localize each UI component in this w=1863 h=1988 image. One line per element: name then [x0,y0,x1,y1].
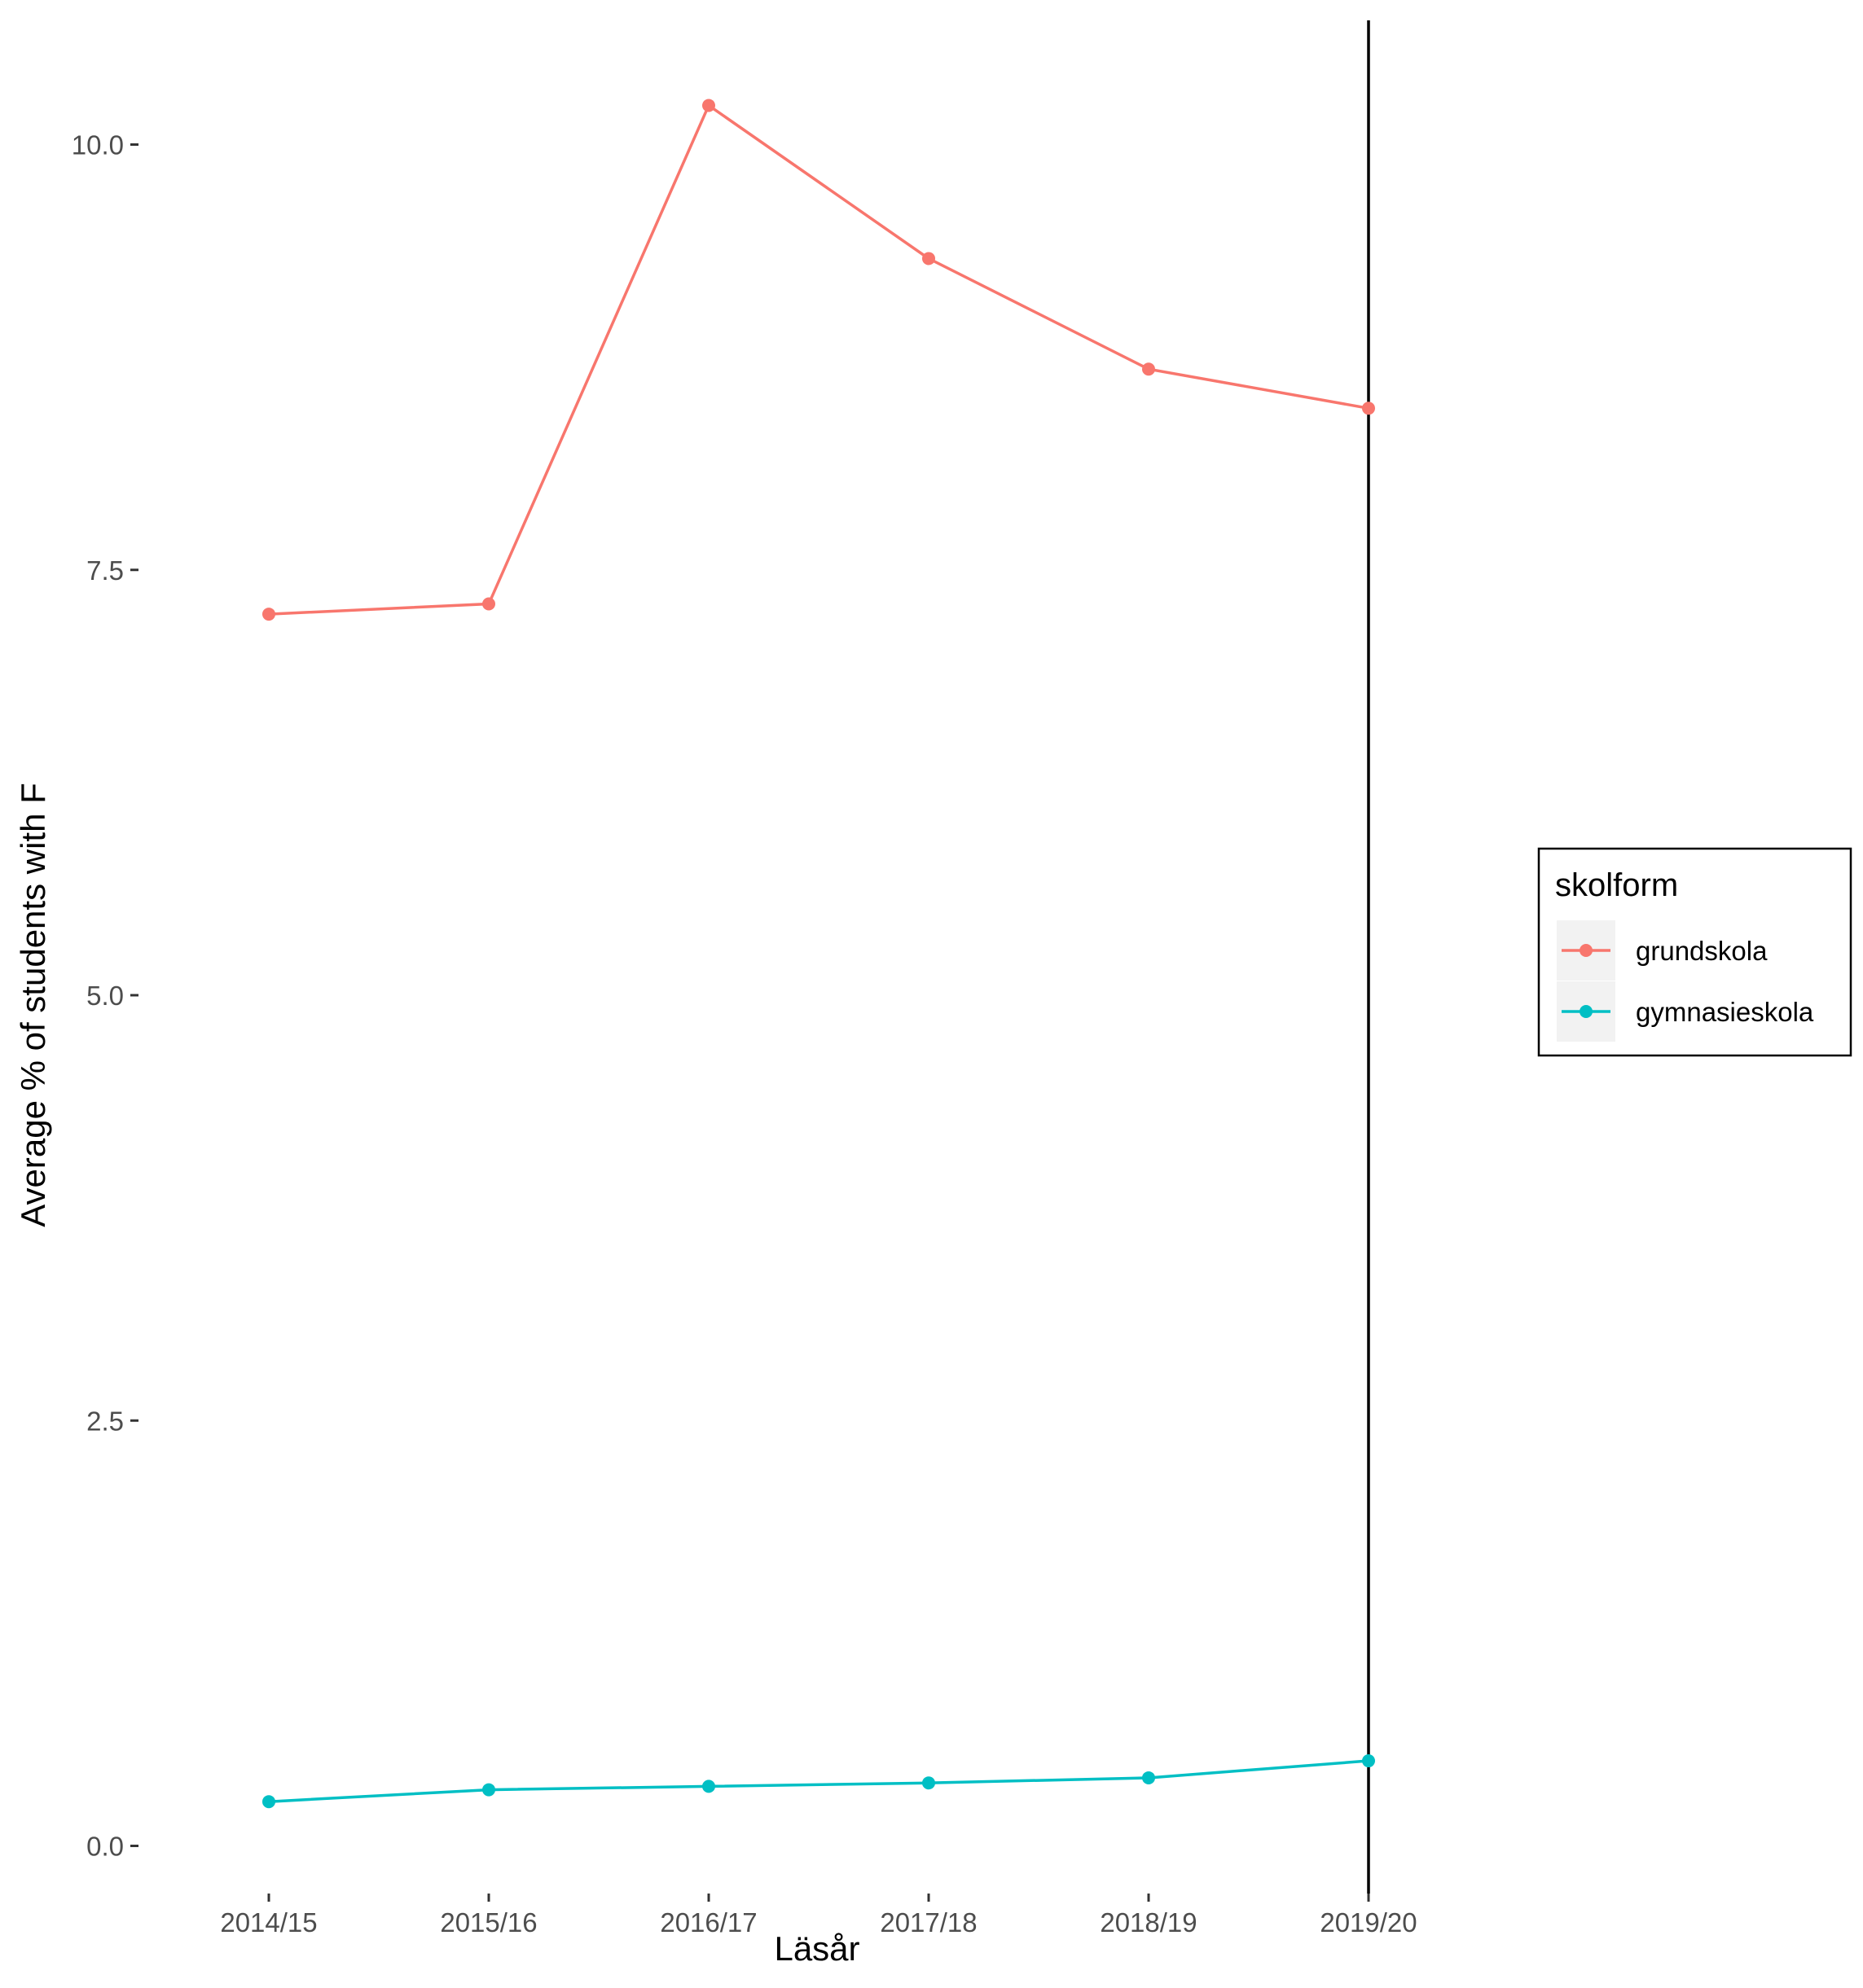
y-tick-label: 2.5 [86,1406,124,1436]
y-axis: 0.0 2.5 5.0 7.5 10.0 [72,129,138,1862]
x-tick-label: 2015/16 [440,1907,537,1938]
x-tick-label: 2014/15 [220,1907,317,1938]
legend-label-grundskola: grundskola [1636,936,1768,966]
legend-key-point-grundskola [1580,944,1593,957]
data-point-gymnasieskola-2014/15 [262,1795,275,1809]
x-tick-label: 2019/20 [1320,1907,1417,1938]
x-tick-label: 2018/19 [1100,1907,1197,1938]
legend-title: skolform [1555,867,1678,903]
x-tick-label: 2017/18 [880,1907,977,1938]
data-point-grundskola-2015/16 [482,597,495,611]
series-line-gymnasieskola [268,1759,1369,1803]
x-axis: 2014/15 2015/16 2016/17 2017/18 2018/19 2019/… [220,1894,1417,1938]
y-tick-label: 7.5 [86,555,124,586]
data-point-gymnasieskola-2015/16 [482,1783,495,1797]
y-tick-label: 5.0 [86,981,124,1011]
data-point-grundskola-2014/15 [262,608,275,621]
data-point-gymnasieskola-2016/17 [702,1780,715,1793]
x-axis-title: Läsår [774,1929,859,1968]
legend-key-point-gymnasieskola [1580,1005,1593,1018]
data-point-grundskola-2017/18 [922,252,935,266]
data-point-grundskola-2016/17 [702,99,715,112]
y-tick-label: 0.0 [86,1832,124,1862]
data-point-grundskola-2018/19 [1142,362,1155,376]
legend-items: grundskola gymnasieskola [1557,920,1814,1042]
data-points-layer [262,99,1375,1809]
y-axis-title: Average % of students with F [14,783,52,1227]
plot-area [268,103,1369,1803]
data-point-gymnasieskola-2019/20 [1362,1754,1375,1768]
x-tick-label: 2016/17 [660,1907,757,1938]
legend: skolform grundskola gymnasieskola [1537,847,1852,1057]
y-tick-label: 10.0 [72,129,124,160]
data-point-gymnasieskola-2017/18 [922,1776,935,1790]
legend-label-gymnasieskola: gymnasieskola [1636,997,1814,1027]
data-point-grundskola-2019/20 [1362,402,1375,415]
series-line-grundskola [268,103,1369,616]
data-point-gymnasieskola-2018/19 [1142,1771,1155,1784]
